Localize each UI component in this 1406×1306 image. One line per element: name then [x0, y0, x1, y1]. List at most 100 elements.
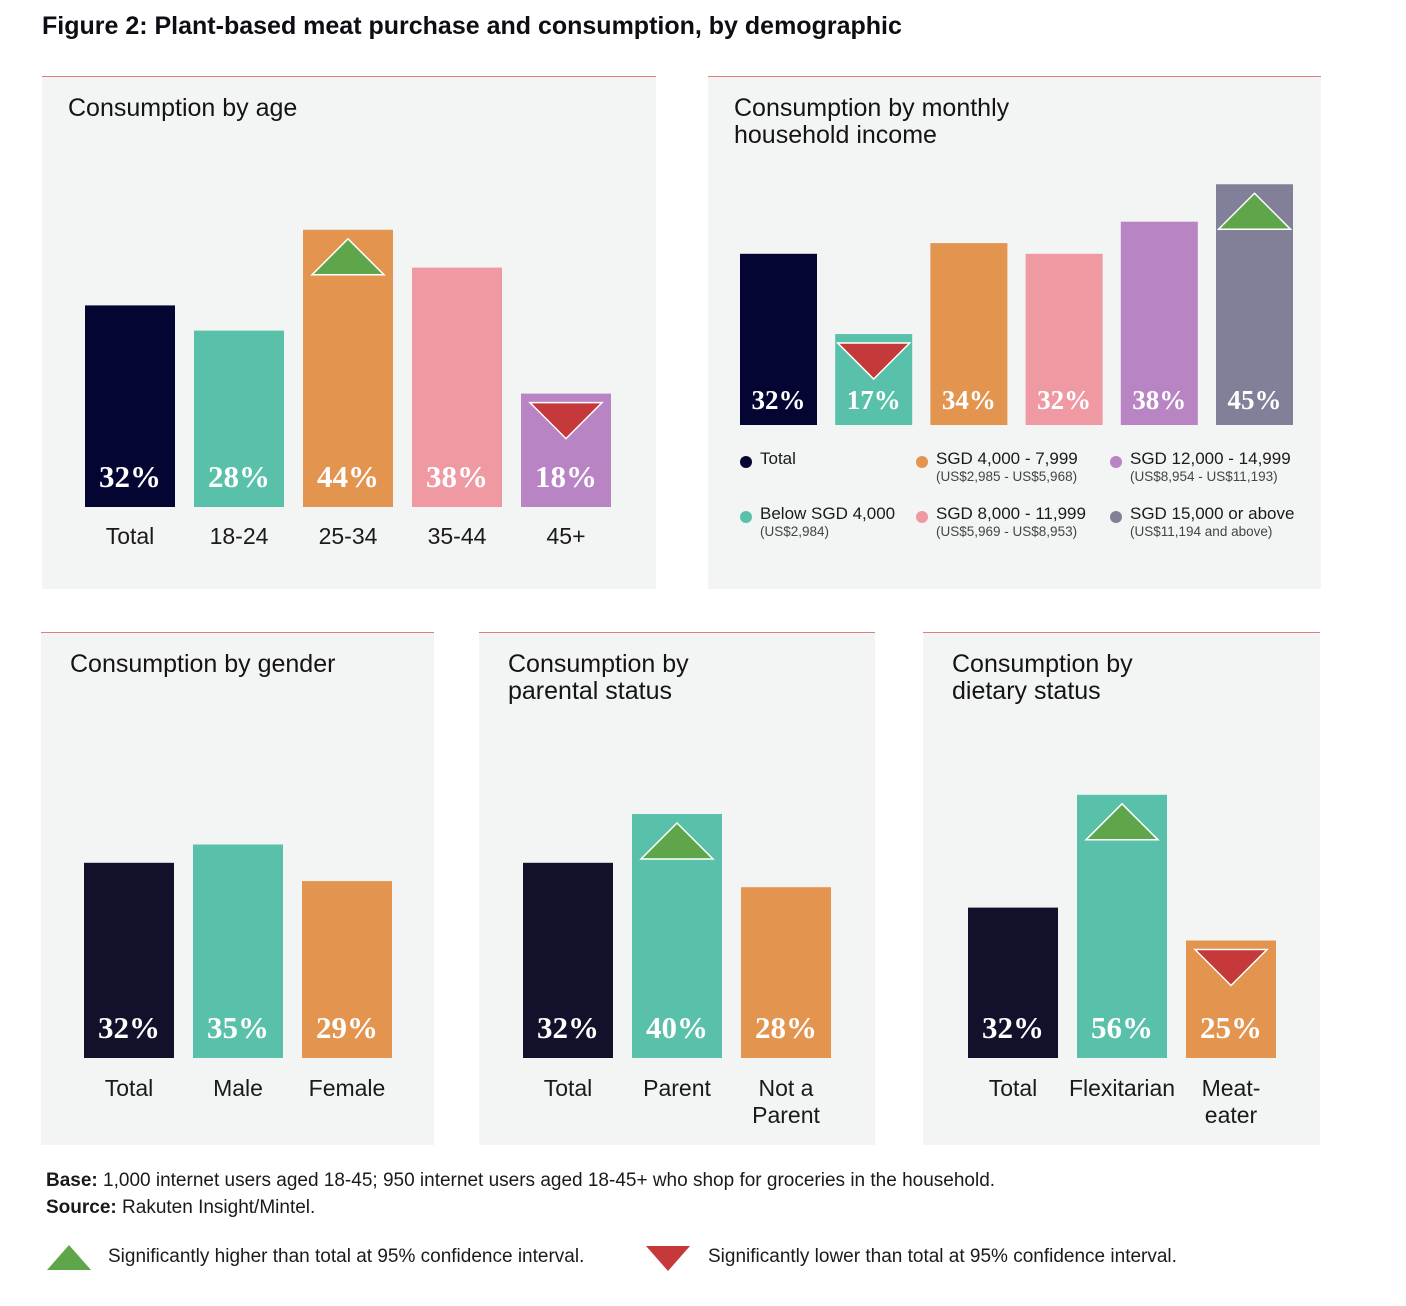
legend-dot-icon — [1110, 456, 1122, 468]
value-label-parental-2: 28% — [755, 1010, 817, 1045]
bar-parental-2 — [741, 887, 831, 1058]
value-label-gender-0: 32% — [98, 1010, 160, 1045]
legend-sublabel: (US$11,194 and above) — [1130, 524, 1273, 539]
value-label-parental-1: 40% — [646, 1010, 708, 1045]
legend-label: Below SGD 4,000 — [760, 504, 896, 523]
category-label-age-1: 18-24 — [210, 523, 269, 549]
category-label-age-4: 45+ — [546, 523, 585, 549]
base-label: Base: — [46, 1170, 98, 1191]
panel-title-gender: Consumption by gender — [70, 650, 336, 678]
panel-gender: Consumption by gender 32% Total 35% Male 29%… — [41, 632, 434, 1145]
up-marker-income-5 — [1216, 192, 1293, 230]
up-marker-parental-1 — [639, 821, 715, 860]
value-label-age-2: 44% — [317, 459, 379, 494]
up-triangle-icon — [47, 1245, 91, 1270]
bar-gender-2 — [302, 881, 392, 1058]
value-label-gender-2: 29% — [316, 1010, 378, 1045]
key-lower-text: Significantly lower than total at 95% co… — [708, 1246, 1177, 1267]
bar-parental-0 — [523, 862, 613, 1058]
value-label-age-4: 18% — [535, 459, 597, 494]
down-triangle-icon — [646, 1246, 690, 1271]
bar-gender-1 — [193, 844, 283, 1058]
category-label-age-2: 25-34 — [319, 523, 378, 549]
category-label-gender-0: Total — [105, 1075, 154, 1101]
source-label: Source: — [46, 1197, 117, 1218]
bar-gender-0 — [84, 862, 174, 1058]
key-higher: Significantly higher than total at 95% c… — [46, 1242, 646, 1276]
key-higher-text: Significantly higher than total at 95% c… — [108, 1246, 585, 1267]
category-label-age-3: 35-44 — [428, 523, 487, 549]
panel-title-dietary: Consumption by dietary status — [952, 650, 1133, 705]
bar-age-3 — [412, 267, 502, 507]
legend-dot-icon — [740, 456, 752, 468]
panel-title-income: Consumption by monthly household income — [734, 94, 1010, 149]
value-label-gender-1: 35% — [207, 1010, 269, 1045]
bar-income-2 — [930, 243, 1008, 425]
value-label-age-1: 28% — [208, 459, 270, 494]
source-text: Rakuten Insight/Mintel. — [122, 1197, 316, 1218]
legend-dot-icon — [1110, 511, 1122, 523]
category-label-parental-1: Parent — [643, 1075, 711, 1101]
category-label-gender-2: Female — [309, 1075, 386, 1101]
down-marker-dietary-2 — [1193, 948, 1269, 987]
bar-dietary-0 — [968, 907, 1058, 1058]
value-label-income-1: 17% — [847, 385, 901, 415]
panel-title-parental: Consumption by parental status — [508, 650, 689, 705]
legend-label: SGD 15,000 or above — [1130, 504, 1295, 523]
category-label-dietary-2: Meat-eater — [1202, 1075, 1261, 1128]
category-label-parental-2: Not a Parent — [752, 1075, 820, 1128]
category-label-dietary-1: Flexitarian — [1069, 1075, 1175, 1101]
source-note: Source: Rakuten Insight/Mintel. — [46, 1194, 995, 1221]
figure-title: Figure 2: Plant-based meat purchase and … — [42, 12, 902, 40]
base-note: Base: 1,000 internet users aged 18-45; 9… — [46, 1167, 995, 1194]
bar-age-2 — [303, 229, 393, 508]
legend-sublabel: (US$5,969 - US$8,953) — [936, 524, 1078, 539]
value-label-age-0: 32% — [99, 459, 161, 494]
legend-label: SGD 4,000 - 7,999 — [936, 449, 1078, 468]
income-legend: Total SGD 4,000 - 7,999 (US$2,985 - US$5,9… — [708, 77, 1321, 589]
bar-income-4 — [1120, 221, 1198, 425]
legend-dot-icon — [740, 511, 752, 523]
notes: Base: 1,000 internet users aged 18-45; 9… — [46, 1167, 995, 1221]
down-marker-age-4 — [528, 401, 604, 440]
value-label-dietary-1: 56% — [1091, 1010, 1153, 1045]
value-label-parental-0: 32% — [537, 1010, 599, 1045]
chart-age: 32% Total 28% 18-24 44% 25-34 38% 35-44 18% 45+ — [85, 229, 611, 549]
chart-parental: 32% Total 40% Parent 28% Not a Parent — [523, 814, 831, 1128]
category-label-age-0: Total — [106, 523, 155, 549]
panel-title-age: Consumption by age — [68, 94, 298, 122]
category-label-gender-1: Male — [213, 1075, 263, 1101]
value-label-dietary-2: 25% — [1200, 1010, 1262, 1045]
up-marker-dietary-1 — [1084, 802, 1160, 841]
chart-dietary: 32% Total 56% Flexitarian 25% Meat-eater — [968, 794, 1276, 1128]
up-marker-age-2 — [310, 237, 386, 276]
legend-dot-icon — [916, 456, 928, 468]
bar-income-0 — [740, 253, 817, 425]
legend-label: SGD 12,000 - 14,999 — [1130, 449, 1291, 468]
bar-income-3 — [1025, 253, 1103, 425]
category-label-dietary-0: Total — [989, 1075, 1038, 1101]
value-label-income-0: 32% — [752, 385, 806, 415]
legend-sublabel: (US$2,984) — [760, 524, 830, 539]
value-label-income-3: 32% — [1037, 385, 1091, 415]
value-label-dietary-0: 32% — [982, 1010, 1044, 1045]
legend-sublabel: (US$2,985 - US$5,968) — [936, 469, 1078, 484]
key-lower: Significantly lower than total at 95% co… — [645, 1242, 1245, 1276]
value-label-income-5: 45% — [1228, 385, 1282, 415]
chart-income: 32% 17% 34% 32% 38% 45% — [740, 184, 1293, 425]
panel-dietary: Consumption by dietary status 32% Total 56… — [923, 632, 1320, 1145]
legend-sublabel: (US$8,954 - US$11,193) — [1130, 469, 1278, 484]
down-marker-income-1 — [835, 342, 912, 381]
panel-age: Consumption by age 32% Total 28% 18-24 44% 25… — [42, 76, 656, 589]
base-text: 1,000 internet users aged 18-45; 950 int… — [103, 1170, 996, 1191]
legend-dot-icon — [916, 511, 928, 523]
bar-age-1 — [194, 330, 284, 507]
chart-gender: 32% Total 35% Male 29% Female — [84, 844, 392, 1101]
panel-income: Consumption by monthly household income … — [708, 76, 1321, 589]
value-label-income-2: 34% — [942, 385, 996, 415]
category-label-parental-0: Total — [544, 1075, 593, 1101]
panel-parental: Consumption by parental status 32% Total 4… — [479, 632, 875, 1145]
legend-label: Total — [760, 449, 796, 468]
value-label-age-3: 38% — [426, 459, 488, 494]
bar-age-0 — [85, 305, 175, 507]
